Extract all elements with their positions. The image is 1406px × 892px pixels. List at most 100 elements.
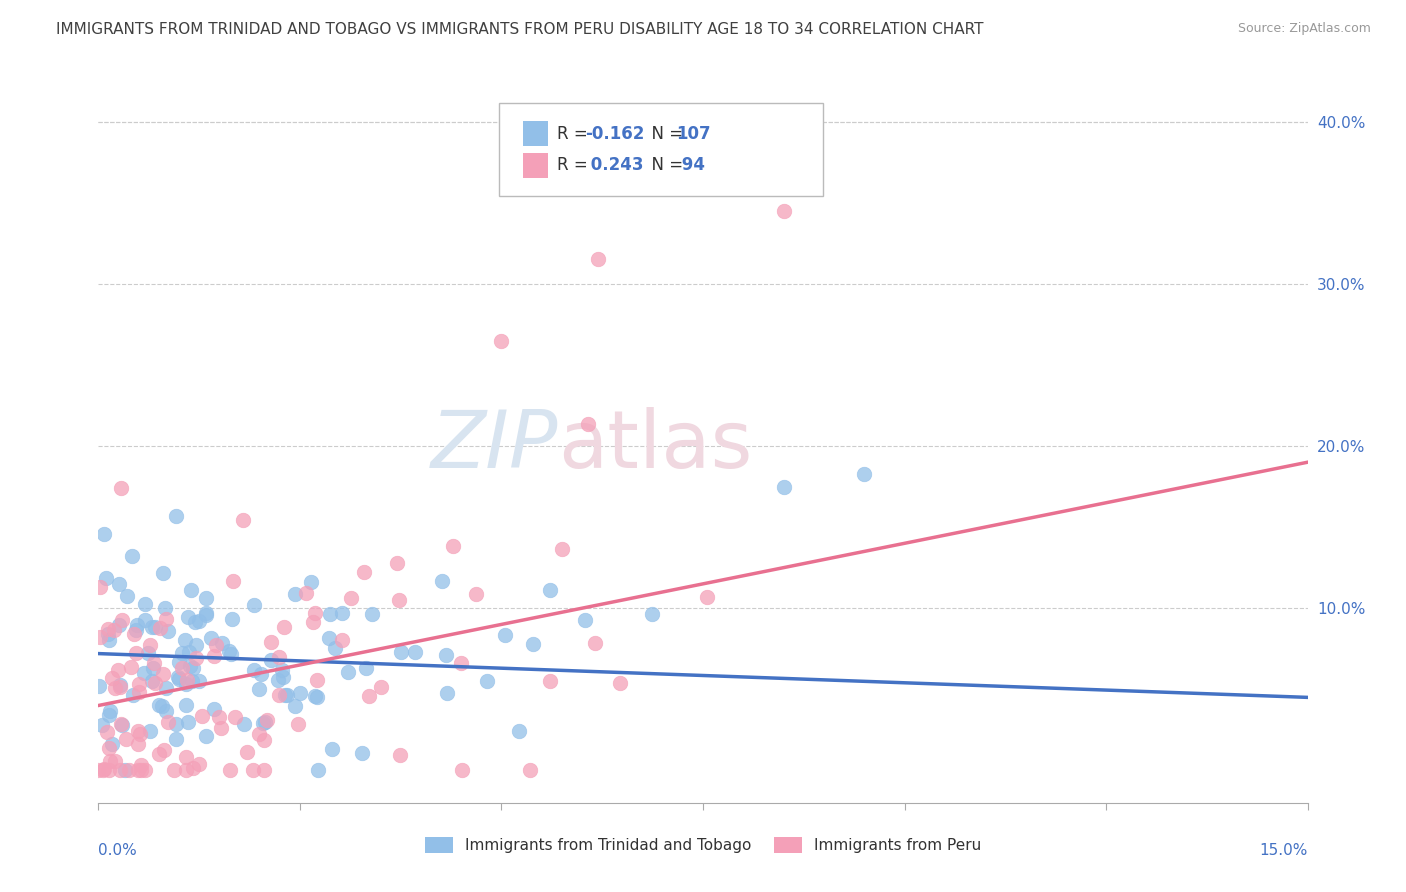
Point [576,417,599,431]
Point [267,649,290,664]
Point [252,715,274,730]
Point [97,623,120,637]
Point [271,670,294,684]
Point [187,757,209,772]
Point [337,665,360,679]
Point [125,646,148,660]
Point [128,677,150,691]
Point [139,638,162,652]
Point [111,613,134,627]
Point [177,645,200,659]
Point [250,667,273,681]
Point [385,557,408,571]
Point [173,633,195,648]
Point [89,630,111,644]
Point [167,672,190,686]
Point [96,571,118,585]
Point [195,607,218,622]
Point [276,688,298,702]
Point [155,681,177,695]
Text: R =: R = [557,156,593,174]
Point [256,714,278,728]
Point [254,715,277,730]
Point [165,508,187,523]
Point [270,663,292,677]
Point [253,764,276,778]
Point [120,660,142,674]
Point [117,589,139,603]
Point [149,621,172,635]
Point [267,673,290,687]
Point [184,615,207,629]
Text: 94: 94 [676,156,706,174]
Point [221,612,243,626]
Point [224,710,246,724]
Point [295,586,318,600]
Point [221,647,243,661]
Point [174,764,197,778]
Point [519,764,541,778]
Point [139,724,162,739]
Point [174,750,197,764]
Point [696,590,718,604]
Point [370,680,392,694]
Point [143,656,166,670]
Point [98,754,121,768]
Point [209,721,232,735]
Point [165,716,187,731]
Point [450,656,472,670]
Point [97,627,120,641]
Point [143,620,166,634]
Point [208,710,231,724]
Point [475,674,498,689]
Point [108,678,131,692]
Point [436,686,458,700]
Point [181,761,204,775]
Point [97,632,120,647]
Point [194,606,217,620]
Point [772,203,794,218]
Point [148,747,170,761]
Point [181,674,204,689]
Point [101,671,124,685]
Text: 107: 107 [676,125,711,143]
Text: R =: R = [557,125,593,143]
Point [305,690,328,705]
Point [127,737,149,751]
Point [93,526,115,541]
Point [853,467,876,481]
Point [174,698,197,713]
Point [538,674,561,689]
Point [190,708,212,723]
Point [174,677,197,691]
Legend: Immigrants from Trinidad and Tobago, Immigrants from Peru: Immigrants from Trinidad and Tobago, Imm… [419,831,987,859]
Point [284,587,307,601]
Point [186,651,208,665]
Point [202,649,225,664]
Text: IMMIGRANTS FROM TRINIDAD AND TOBAGO VS IMMIGRANTS FROM PERU DISABILITY AGE 18 TO: IMMIGRANTS FROM TRINIDAD AND TOBAGO VS I… [56,22,984,37]
Point [508,724,530,739]
Point [153,742,176,756]
Point [242,764,264,778]
Point [352,746,374,760]
Point [330,606,353,620]
Point [152,566,174,580]
Point [150,698,173,713]
Point [89,580,111,594]
Point [98,705,121,719]
Point [134,613,156,627]
Point [110,481,132,495]
Point [122,688,145,702]
Point [323,640,346,655]
Point [287,717,309,731]
Point [91,764,114,778]
Point [538,582,561,597]
Point [108,577,131,591]
Point [179,659,201,673]
Point [243,663,266,677]
Point [318,607,340,621]
Point [247,681,270,696]
Point [155,612,177,626]
Point [155,704,177,718]
Point [96,724,118,739]
